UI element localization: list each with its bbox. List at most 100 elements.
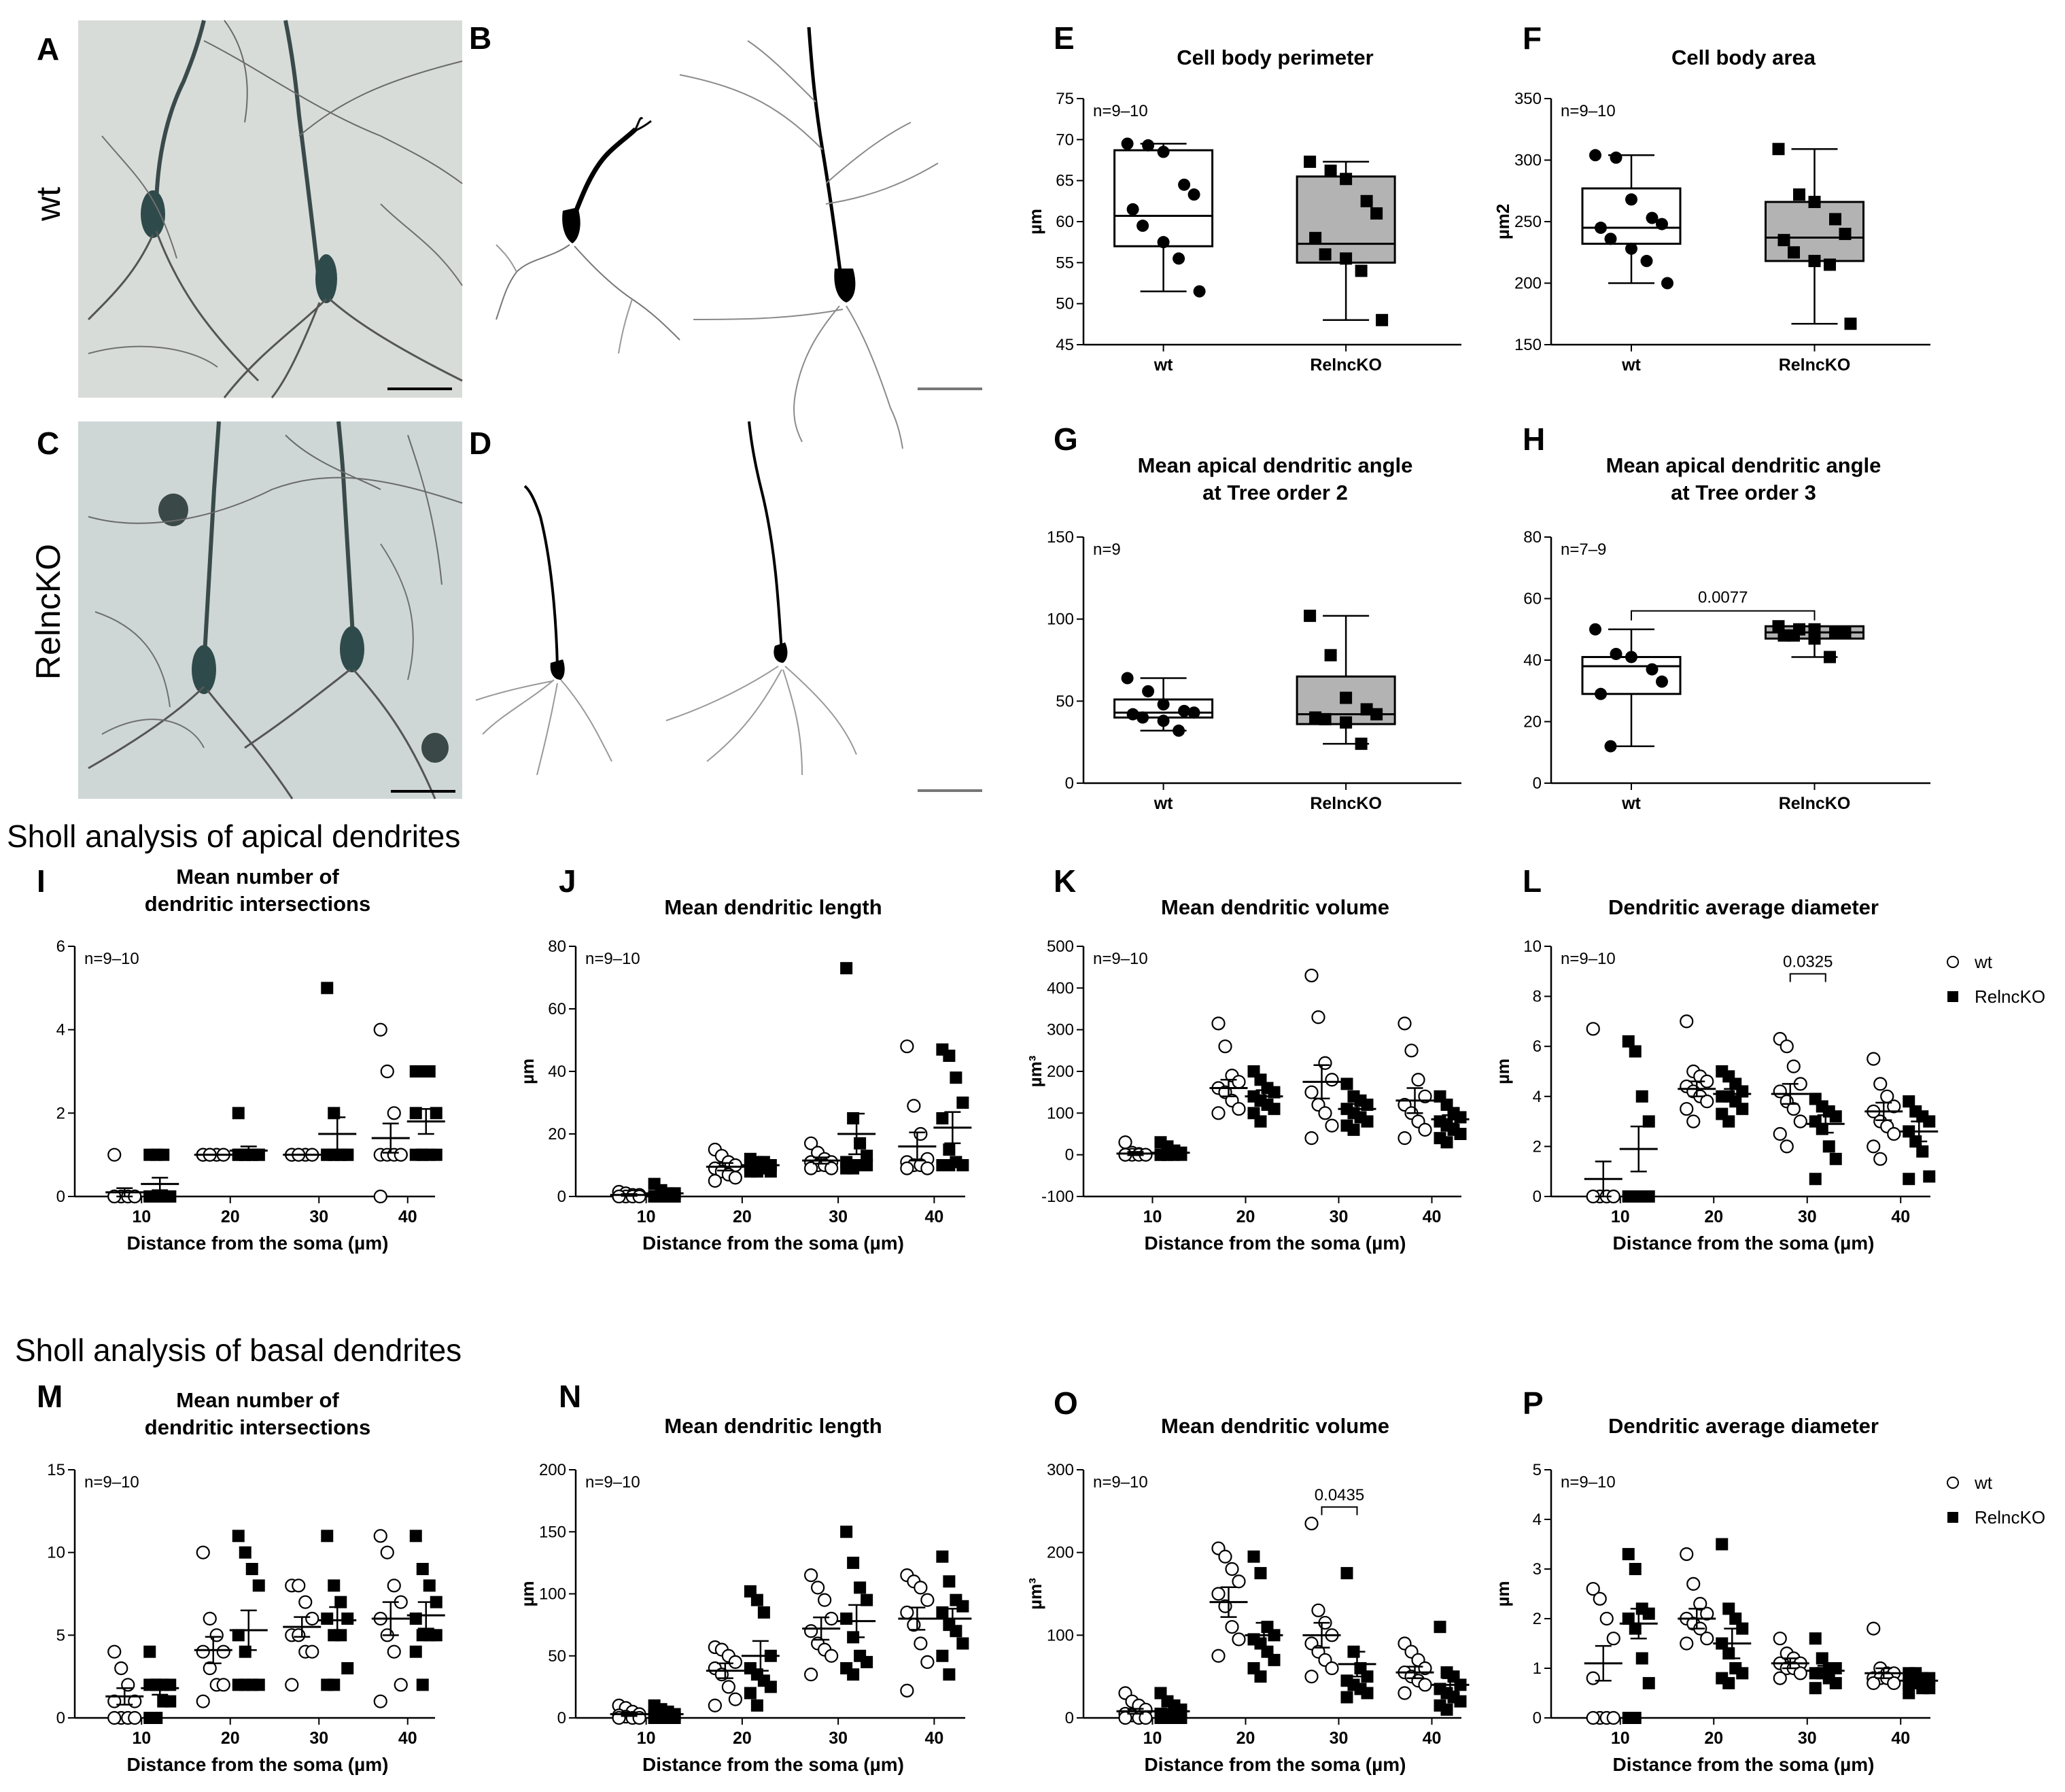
y-tick-label: 20 (1523, 713, 1542, 731)
chart-k: K Mean dendritic volume -100 0 100 200 300 400 5… (1025, 863, 1470, 1254)
data-point (430, 1148, 442, 1161)
data-point (328, 1107, 341, 1120)
data-point (128, 1710, 142, 1725)
data-point (847, 1556, 860, 1569)
data-point (1642, 1190, 1655, 1203)
data-point (804, 1568, 818, 1583)
data-point (196, 1644, 210, 1659)
data-point (1318, 1056, 1332, 1070)
data-point (232, 1107, 245, 1120)
data-point (1311, 1603, 1325, 1617)
x-tick-label: 40 (1423, 1729, 1442, 1748)
data-point (1340, 1691, 1353, 1704)
y-tick-label: 500 (1047, 937, 1074, 956)
data-point (416, 1563, 429, 1575)
data-point (373, 1694, 387, 1708)
data-point (328, 1148, 341, 1161)
x-tick-label: 20 (221, 1729, 240, 1748)
data-point (394, 1678, 408, 1692)
data-point (1808, 196, 1821, 209)
legend-ko-marker (1947, 991, 1958, 1002)
y-tick-label: 2 (56, 1104, 65, 1122)
data-point (1595, 687, 1607, 700)
legend-wt-marker (1947, 956, 1959, 968)
y-axis-label: µm (1493, 1058, 1513, 1084)
x-tick-label: 40 (924, 1729, 943, 1748)
chart-title: Mean dendritic volume (1161, 895, 1389, 919)
series-wt (610, 1568, 937, 1725)
chart-title: Cell body area (1671, 46, 1816, 69)
data-point (1604, 740, 1617, 753)
data-point (936, 1112, 949, 1124)
y-tick-label: 0 (1533, 774, 1542, 793)
data-point (245, 1563, 258, 1575)
y-tick-label: 80 (548, 937, 566, 956)
data-point (150, 1190, 163, 1203)
data-point (943, 1050, 956, 1062)
panel-letter-m: M (37, 1379, 63, 1414)
y-tick-label: 8 (1533, 988, 1542, 1006)
box-wt (1581, 149, 1682, 290)
data-point (1340, 691, 1353, 704)
data-point (1268, 1653, 1281, 1666)
box-wt (1113, 137, 1214, 298)
data-point (394, 1148, 408, 1162)
y-tick-label: 4 (1533, 1088, 1542, 1106)
chart-title: dendritic intersections (145, 1415, 370, 1439)
x-tick-label: 30 (1798, 1207, 1817, 1226)
y-tick-label: 5 (56, 1626, 65, 1644)
data-point (1411, 1073, 1425, 1087)
data-point (143, 1645, 156, 1658)
data-point (114, 1661, 128, 1676)
data-point (373, 1189, 387, 1204)
sample-size-label: n=9–10 (84, 950, 139, 968)
data-point (1867, 1621, 1881, 1636)
data-point (387, 1579, 401, 1593)
data-point (1440, 1703, 1453, 1716)
y-tick-label: 6 (1533, 1037, 1542, 1056)
data-point (252, 1579, 265, 1592)
data-point (1225, 1562, 1239, 1576)
data-point (232, 1530, 245, 1543)
panel-letter-l: L (1523, 863, 1542, 899)
data-point (861, 1593, 873, 1606)
p-value-label: 0.0435 (1315, 1486, 1364, 1504)
data-point (861, 1150, 873, 1162)
tracing-wt (496, 27, 982, 449)
data-point (1304, 155, 1317, 168)
data-point (1324, 165, 1337, 177)
data-point (1404, 1044, 1419, 1058)
significance-bracket (1631, 610, 1816, 621)
y-tick-label: 45 (1056, 336, 1074, 354)
data-point (341, 1148, 354, 1161)
box-ko (1296, 155, 1396, 326)
data-point (157, 1148, 170, 1161)
y-tick-label: 200 (1047, 1063, 1074, 1081)
data-point (1586, 1710, 1600, 1725)
data-point (1304, 609, 1317, 622)
data-point (750, 1699, 763, 1712)
chart-title: Mean apical dendritic angle (1606, 453, 1881, 477)
data-point (920, 1161, 935, 1175)
y-tick-label: 80 (1523, 528, 1542, 547)
box-wt (1113, 672, 1214, 737)
data-point (1606, 1632, 1620, 1646)
y-axis-label: µm³ (1025, 1055, 1045, 1087)
series-ko (141, 1530, 445, 1724)
x-tick-label: 40 (398, 1729, 417, 1748)
data-point (1340, 1567, 1353, 1580)
data-point (708, 1698, 722, 1712)
data-point (1361, 1687, 1374, 1700)
chart-title: Mean dendritic length (664, 895, 882, 919)
data-point (914, 1636, 928, 1651)
x-axis-label: Distance from the soma (µm) (127, 1233, 389, 1254)
data-point (1589, 623, 1601, 636)
data-point (956, 1600, 969, 1613)
data-point (1923, 1170, 1936, 1183)
x-tick-label: 10 (1611, 1729, 1630, 1748)
data-point (1736, 1622, 1749, 1635)
data-point (1680, 1014, 1694, 1029)
data-point (920, 1593, 935, 1607)
chart-i: I Mean number of dendritic intersections 0 2… (37, 863, 445, 1254)
y-tick-label: 100 (1047, 1626, 1074, 1644)
